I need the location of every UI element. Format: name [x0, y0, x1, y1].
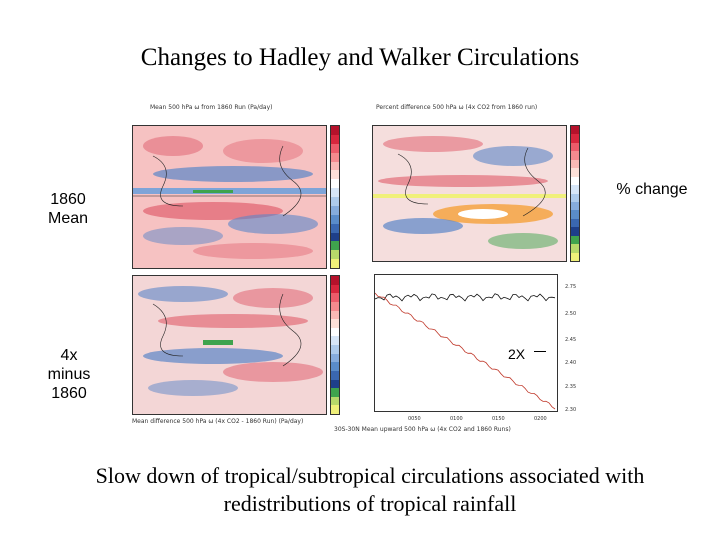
colorbar-bottom-left [330, 275, 340, 415]
x-tick: 0100 [450, 416, 463, 422]
colorbar-swatch [331, 250, 339, 260]
map-1860-mean [132, 125, 327, 269]
colorbar-swatch [571, 193, 579, 202]
timeseries-plot [374, 274, 558, 412]
x-tick: 0150 [492, 416, 505, 422]
colorbar-swatch [331, 179, 339, 189]
colorbar-swatch [571, 185, 579, 194]
x-tick: 0050 [408, 416, 421, 422]
percent-change-text: % change [616, 181, 688, 198]
colorbar-swatch [331, 232, 339, 242]
x-tick: 0200 [534, 416, 547, 422]
map-4x-minus-1860-field [133, 276, 326, 414]
y-tick: 2.35 [565, 384, 577, 390]
label-2x-text: 2X [508, 346, 526, 362]
colorbar-swatch [571, 176, 579, 186]
colorbar-swatch [331, 223, 339, 233]
label-2x: 2X [508, 345, 548, 364]
colorbar-swatch [331, 259, 339, 268]
colorbar-swatch [331, 276, 339, 285]
y-tick: 2.50 [565, 311, 577, 317]
row-label-text: 1860 Mean [47, 191, 89, 227]
colorbar-swatch [331, 205, 339, 215]
colorbar-top-left [330, 125, 340, 269]
colorbar-swatch [331, 152, 339, 162]
colorbar-swatch [331, 336, 339, 345]
colorbar-swatch [571, 227, 579, 236]
colorbar-top-right [570, 125, 580, 262]
colorbar-swatch [571, 142, 579, 152]
colorbar-swatch [331, 362, 339, 371]
y-tick: 2.45 [565, 337, 577, 343]
colorbar-swatch [331, 327, 339, 337]
colorbar-swatch [571, 168, 579, 177]
colorbar-swatch [331, 345, 339, 354]
colorbar-swatch [571, 159, 579, 169]
panel-footer: 30S-30N Mean upward 500 hPa ω (4x CO2 an… [334, 426, 511, 433]
map-4x-minus-1860 [132, 275, 327, 415]
row-label-4x-minus-1860: 4x minus 1860 [38, 346, 100, 403]
colorbar-swatch [331, 388, 339, 397]
colorbar-swatch [331, 170, 339, 180]
colorbar-swatch [331, 405, 339, 414]
y-tick: 2.30 [565, 407, 577, 413]
y-tick: 2.75 [565, 284, 577, 290]
colorbar-swatch [331, 188, 339, 197]
row-label-1860-mean: 1860 Mean [40, 190, 96, 228]
colorbar-swatch [331, 197, 339, 206]
colorbar-swatch [571, 235, 579, 245]
row-label-text: 4x minus 1860 [47, 347, 91, 402]
colorbar-swatch [571, 252, 579, 261]
map-percent-change-field [373, 126, 566, 261]
colorbar-swatch [571, 210, 579, 219]
colorbar-swatch [331, 396, 339, 406]
slide-title: Changes to Hadley and Walker Circulation… [140, 44, 580, 71]
timeseries-svg [375, 292, 556, 410]
colorbar-swatch [331, 161, 339, 171]
colorbar-swatch [331, 134, 339, 144]
series-4x [375, 292, 556, 410]
colorbar-swatch [331, 241, 339, 251]
y-tick: 2.40 [565, 360, 577, 366]
colorbar-swatch [571, 201, 579, 211]
colorbar-swatch [571, 126, 579, 135]
colorbar-swatch [331, 370, 339, 380]
colorbar-swatch [571, 218, 579, 228]
map-1860-mean-field [133, 126, 326, 268]
series-1860 [375, 293, 556, 302]
colorbar-swatch [331, 214, 339, 224]
panel-footer: Mean difference 500 hPa ω (4x CO2 - 1860… [132, 418, 304, 425]
percent-change-label: % change [616, 180, 688, 199]
colorbar-swatch [331, 310, 339, 320]
map-percent-change [372, 125, 567, 262]
colorbar-swatch [571, 151, 579, 160]
colorbar-swatch [331, 293, 339, 302]
colorbar-swatch [331, 284, 339, 294]
slide-caption: Slow down of tropical/subtropical circul… [95, 463, 645, 516]
panel-header: Mean 500 hPa ω from 1860 Run (Pa/day) [150, 104, 273, 111]
colorbar-swatch [331, 126, 339, 135]
colorbar-swatch [331, 379, 339, 389]
colorbar-swatch [331, 319, 339, 328]
panel-header: Percent difference 500 hPa ω (4x CO2 fro… [376, 104, 538, 111]
colorbar-swatch [571, 244, 579, 253]
colorbar-swatch [331, 301, 339, 311]
colorbar-swatch [571, 134, 579, 143]
colorbar-swatch [331, 143, 339, 153]
label-2x-dash [534, 351, 546, 352]
colorbar-swatch [331, 353, 339, 363]
